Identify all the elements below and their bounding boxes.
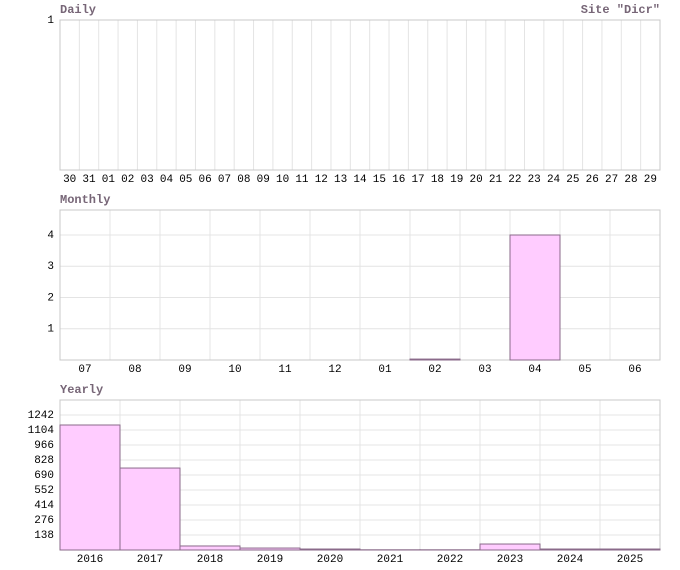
x-tick-label: 2024 [557, 554, 584, 566]
bar [179, 545, 241, 551]
x-tick-label: 17 [411, 174, 424, 186]
x-tick-label: 08 [128, 364, 141, 376]
bar [409, 358, 461, 361]
bar [509, 234, 561, 361]
y-tick-label: 966 [34, 440, 54, 452]
x-tick-label: 19 [450, 174, 463, 186]
panel-subtitle: Site "Dicr" [581, 3, 660, 17]
bar [299, 548, 361, 551]
y-tick-label: 1104 [28, 425, 55, 437]
y-tick-label: 1242 [28, 410, 54, 422]
y-tick-label: 1 [47, 15, 54, 27]
x-tick-label: 18 [431, 174, 444, 186]
x-tick-label: 08 [237, 174, 250, 186]
y-tick-label: 552 [34, 485, 54, 497]
x-tick-label: 2025 [617, 554, 643, 566]
bar [539, 548, 601, 551]
x-tick-label: 23 [528, 174, 541, 186]
x-tick-label: 12 [315, 174, 328, 186]
x-tick-label: 2018 [197, 554, 223, 566]
y-tick-label: 690 [34, 470, 54, 482]
bar [119, 467, 181, 551]
x-tick-label: 2019 [257, 554, 283, 566]
x-tick-label: 12 [328, 364, 341, 376]
x-tick-label: 01 [378, 364, 392, 376]
bar [59, 424, 121, 551]
x-tick-label: 05 [578, 364, 591, 376]
panel-title: Yearly [60, 383, 103, 397]
y-tick-label: 414 [34, 500, 54, 512]
x-tick-label: 26 [586, 174, 599, 186]
x-tick-label: 27 [605, 174, 618, 186]
plot-frame [59, 19, 661, 171]
y-tick-label: 2 [47, 292, 54, 304]
y-tick-label: 4 [47, 230, 54, 242]
plot-frame [59, 209, 661, 361]
x-tick-label: 25 [566, 174, 579, 186]
x-tick-label: 07 [218, 174, 231, 186]
x-tick-label: 10 [276, 174, 289, 186]
x-tick-label: 14 [353, 174, 367, 186]
y-tick-label: 3 [47, 261, 54, 273]
x-tick-label: 31 [82, 174, 96, 186]
x-tick-label: 20 [470, 174, 483, 186]
y-tick-label: 276 [34, 515, 54, 527]
bar [599, 548, 661, 551]
panel-title: Monthly [60, 193, 110, 207]
x-tick-label: 06 [199, 174, 212, 186]
x-tick-label: 29 [644, 174, 657, 186]
x-tick-label: 09 [257, 174, 270, 186]
x-tick-label: 10 [228, 364, 241, 376]
y-tick-label: 828 [34, 455, 54, 467]
x-tick-label: 11 [295, 174, 309, 186]
x-tick-label: 07 [78, 364, 91, 376]
x-tick-label: 2020 [317, 554, 343, 566]
x-tick-label: 02 [121, 174, 134, 186]
x-tick-label: 02 [428, 364, 441, 376]
x-tick-label: 03 [140, 174, 153, 186]
x-tick-label: 06 [628, 364, 641, 376]
bar [239, 547, 301, 551]
panel-title: Daily [60, 3, 96, 17]
x-tick-label: 04 [528, 364, 542, 376]
x-tick-label: 2017 [137, 554, 163, 566]
x-tick-label: 30 [63, 174, 76, 186]
x-tick-label: 21 [489, 174, 503, 186]
y-tick-label: 1 [47, 324, 54, 336]
bar [479, 543, 541, 551]
x-tick-label: 2023 [497, 554, 523, 566]
x-tick-label: 2016 [77, 554, 103, 566]
x-tick-label: 2022 [437, 554, 463, 566]
x-tick-label: 2021 [377, 554, 404, 566]
x-tick-label: 24 [547, 174, 561, 186]
x-tick-label: 05 [179, 174, 192, 186]
x-tick-label: 28 [624, 174, 637, 186]
x-tick-label: 11 [278, 364, 292, 376]
x-tick-label: 15 [373, 174, 386, 186]
x-tick-label: 04 [160, 174, 174, 186]
x-tick-label: 13 [334, 174, 347, 186]
y-tick-label: 138 [34, 530, 54, 542]
x-tick-label: 22 [508, 174, 521, 186]
x-tick-label: 01 [102, 174, 116, 186]
x-tick-label: 16 [392, 174, 405, 186]
x-tick-label: 03 [478, 364, 491, 376]
x-tick-label: 09 [178, 364, 191, 376]
